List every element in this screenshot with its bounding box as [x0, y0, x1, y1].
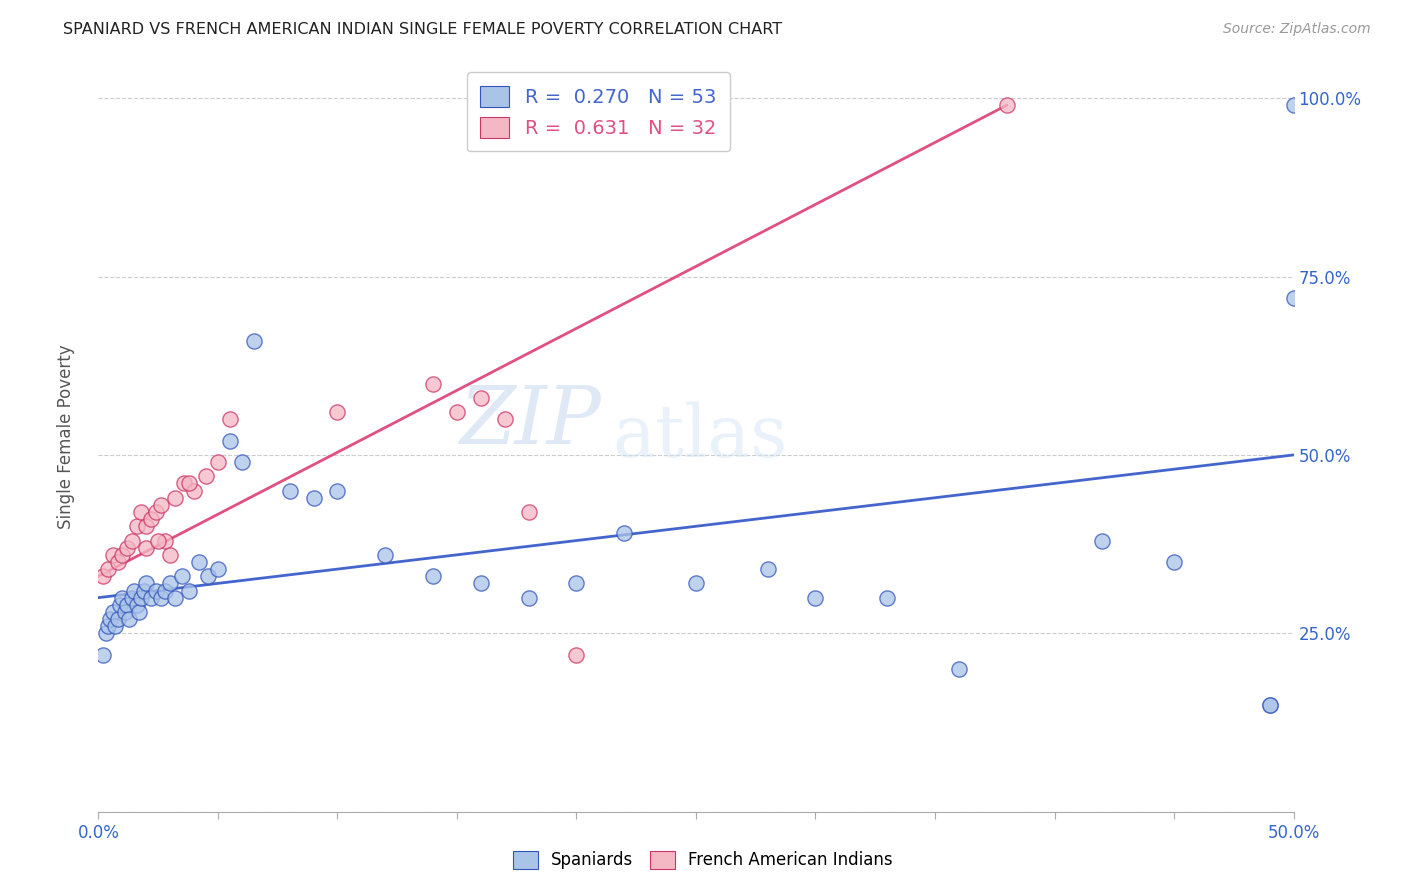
Point: [121, 533, 143, 548]
Text: SPANIARD VS FRENCH AMERICAN INDIAN SINGLE FEMALE POVERTY CORRELATION CHART: SPANIARD VS FRENCH AMERICAN INDIAN SINGL…: [63, 22, 782, 37]
Point: [101, 605, 124, 619]
Point: [374, 548, 396, 562]
Point: [1258, 698, 1281, 712]
Point: [97, 562, 120, 576]
Point: [125, 598, 148, 612]
Point: [517, 591, 540, 605]
Point: [219, 434, 242, 448]
Point: [876, 591, 898, 605]
Point: [107, 612, 129, 626]
Point: [1282, 291, 1305, 305]
Point: [114, 605, 136, 619]
Point: [173, 476, 195, 491]
Point: [302, 491, 325, 505]
Point: [128, 605, 150, 619]
Point: [145, 505, 167, 519]
Point: [135, 519, 157, 533]
Point: [326, 405, 349, 419]
Point: [685, 576, 707, 591]
Point: [107, 555, 129, 569]
Point: [517, 505, 540, 519]
Point: [131, 591, 153, 605]
Point: [494, 412, 516, 426]
Point: [155, 533, 177, 548]
Point: [1163, 555, 1185, 569]
Point: [155, 583, 177, 598]
Point: [422, 569, 444, 583]
Point: [111, 548, 134, 562]
Point: [446, 405, 468, 419]
Point: [139, 591, 162, 605]
Point: [1282, 98, 1305, 112]
Point: [187, 555, 209, 569]
Point: [132, 583, 155, 598]
Point: [756, 562, 779, 576]
Text: ZIP: ZIP: [458, 384, 600, 461]
Point: [131, 505, 153, 519]
Point: [94, 626, 117, 640]
Point: [121, 591, 143, 605]
Point: [125, 519, 148, 533]
Point: [124, 583, 146, 598]
Point: [231, 455, 253, 469]
Point: [91, 569, 114, 583]
Point: [1258, 698, 1281, 712]
Point: [135, 541, 157, 555]
Point: [948, 662, 970, 676]
Point: [326, 483, 349, 498]
Point: [139, 512, 162, 526]
Y-axis label: Single Female Poverty: Single Female Poverty: [56, 345, 75, 529]
Point: [207, 455, 229, 469]
Point: [111, 591, 134, 605]
Point: [118, 612, 141, 626]
Point: [135, 576, 157, 591]
Point: [195, 469, 218, 483]
Text: Source: ZipAtlas.com: Source: ZipAtlas.com: [1223, 22, 1371, 37]
Point: [101, 548, 124, 562]
Point: [470, 391, 492, 405]
Point: [470, 576, 492, 591]
Point: [207, 562, 229, 576]
Point: [613, 526, 636, 541]
Point: [163, 591, 186, 605]
Point: [91, 648, 114, 662]
Point: [565, 648, 588, 662]
Legend: R =  0.270   N = 53, R =  0.631   N = 32: R = 0.270 N = 53, R = 0.631 N = 32: [467, 72, 730, 152]
Point: [995, 98, 1018, 112]
Point: [179, 476, 201, 491]
Point: [149, 591, 172, 605]
Point: [804, 591, 827, 605]
Point: [219, 412, 242, 426]
Point: [183, 483, 205, 498]
Point: [163, 491, 186, 505]
Point: [149, 498, 172, 512]
Point: [159, 576, 181, 591]
Legend: Spaniards, French American Indians: Spaniards, French American Indians: [503, 840, 903, 880]
Point: [104, 619, 127, 633]
Text: atlas: atlas: [613, 401, 787, 473]
Point: [115, 598, 138, 612]
Point: [1091, 533, 1114, 548]
Point: [145, 583, 167, 598]
Point: [179, 583, 201, 598]
Point: [565, 576, 588, 591]
Point: [422, 376, 444, 391]
Point: [115, 541, 138, 555]
Point: [278, 483, 301, 498]
Point: [159, 548, 181, 562]
Point: [97, 619, 120, 633]
Point: [108, 598, 131, 612]
Point: [197, 569, 219, 583]
Point: [98, 612, 122, 626]
Point: [148, 533, 170, 548]
Point: [172, 569, 194, 583]
Point: [243, 334, 266, 348]
